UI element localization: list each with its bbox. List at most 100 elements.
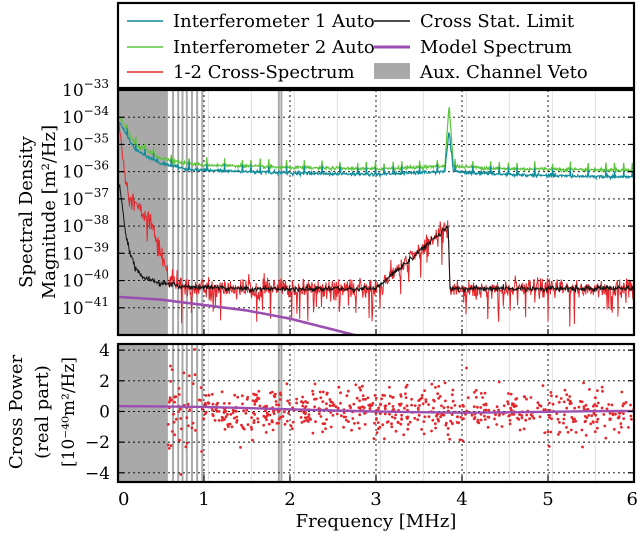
cross-power-point	[568, 395, 572, 398]
cross-power-point	[600, 406, 604, 410]
cross-power-point	[252, 419, 256, 422]
cross-power-point	[557, 400, 561, 404]
cross-power-point	[251, 399, 255, 402]
cross-power-point	[565, 426, 568, 429]
cross-power-point	[174, 417, 178, 421]
cross-power-point	[528, 417, 531, 421]
cross-power-point	[244, 411, 248, 415]
legend-label-cross: 1-2 Cross-Spectrum	[173, 62, 355, 83]
cross-power-point	[339, 401, 342, 405]
cross-power-point	[518, 413, 521, 416]
cross-power-point	[168, 396, 172, 400]
cross-power-point	[432, 398, 435, 402]
cross-power-point	[220, 418, 224, 422]
cross-power-point	[321, 400, 325, 403]
cross-power-point	[573, 406, 576, 410]
cross-power-point	[325, 402, 328, 406]
cross-power-point	[396, 420, 400, 424]
cross-power-point	[251, 411, 255, 415]
cross-power-point	[240, 423, 243, 427]
cross-power-point	[458, 404, 462, 408]
cross-power-point	[383, 394, 386, 397]
cross-power-point	[220, 390, 224, 394]
cross-power-point	[381, 423, 385, 427]
cross-power-point	[194, 429, 197, 432]
cross-power-point	[188, 408, 192, 412]
cross-power-point	[538, 403, 541, 407]
cross-power-point	[222, 402, 226, 405]
top-y-tick-label: 10−40	[62, 268, 109, 292]
cross-power-point	[321, 422, 325, 425]
cross-power-point	[427, 415, 431, 419]
cross-power-point	[455, 421, 459, 424]
cross-power-point	[210, 392, 214, 396]
cross-power-point	[169, 364, 172, 368]
cross-power-point	[206, 401, 210, 404]
cross-power-point	[479, 406, 483, 409]
cross-power-point	[569, 428, 573, 432]
top-y-tick-label: 10−38	[62, 213, 109, 237]
cross-power-point	[446, 433, 450, 436]
legend-label-ifo1: Interferometer 1 Auto	[173, 11, 375, 32]
cross-power-point	[620, 425, 623, 429]
cross-power-point	[166, 423, 170, 426]
cross-power-point	[300, 400, 303, 403]
cross-power-point	[279, 415, 282, 419]
cross-power-point	[331, 413, 335, 417]
bottom-y-axis-sublabel: (real part)	[32, 365, 53, 459]
cross-power-point	[180, 427, 183, 431]
bottom-model-line	[118, 404, 634, 414]
cross-power-point	[573, 417, 576, 421]
x-tick-label: 6	[627, 489, 638, 510]
cross-power-point	[497, 380, 501, 384]
cross-power-point	[383, 412, 387, 416]
cross-power-point	[582, 405, 586, 409]
cross-power-point	[568, 399, 572, 403]
cross-power-point	[233, 393, 237, 397]
cross-power-point	[376, 421, 380, 424]
cross-power-point	[483, 418, 487, 421]
cross-power-point	[377, 406, 380, 410]
cross-power-point	[596, 417, 600, 421]
cross-power-point	[200, 407, 204, 411]
cross-power-point	[549, 430, 553, 434]
cross-power-point	[286, 399, 290, 403]
cross-power-point	[612, 427, 616, 431]
cross-power-point	[366, 396, 370, 400]
cross-power-point	[449, 419, 452, 423]
cross-power-point	[430, 429, 433, 433]
cross-power-point	[627, 426, 630, 429]
cross-power-point	[186, 402, 190, 406]
cross-power-point	[538, 415, 542, 419]
cross-power-point	[420, 428, 423, 431]
cross-power-point	[241, 402, 244, 406]
cross-power-point	[246, 395, 250, 399]
bottom-y-axis-unit: [10⁻⁴⁰m²/Hz]	[59, 357, 79, 467]
top-y-tick-label: 10−34	[62, 104, 109, 128]
cross-power-point	[462, 417, 465, 421]
cross-power-point	[168, 398, 172, 402]
cross-power-point	[558, 430, 562, 434]
cross-power-point	[548, 401, 551, 405]
cross-power-point	[391, 396, 395, 399]
cross-power-point	[594, 413, 598, 417]
cross-power-point	[404, 392, 407, 396]
cross-power-point	[178, 407, 182, 411]
cross-power-point	[314, 397, 318, 401]
cross-power-point	[240, 394, 244, 398]
cross-power-point	[295, 401, 298, 405]
cross-power-point	[258, 404, 262, 408]
cross-power-point	[223, 427, 227, 431]
cross-power-point	[619, 422, 623, 426]
cross-power-point	[585, 416, 589, 419]
cross-power-point	[413, 404, 417, 407]
cross-power-point	[549, 391, 553, 394]
cross-power-point	[591, 420, 595, 423]
cross-power-point	[418, 397, 422, 401]
cross-power-point	[265, 411, 269, 415]
cross-power-point	[442, 406, 446, 410]
cross-power-point	[274, 392, 277, 396]
cross-power-point	[423, 389, 426, 392]
cross-power-point	[340, 414, 343, 418]
cross-power-point	[506, 402, 510, 406]
